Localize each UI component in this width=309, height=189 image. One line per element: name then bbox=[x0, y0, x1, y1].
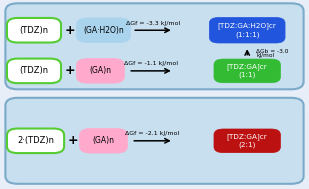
Text: +: + bbox=[64, 64, 75, 77]
Text: +: + bbox=[67, 134, 78, 147]
Text: ΔGb = -3.0: ΔGb = -3.0 bbox=[256, 50, 289, 54]
FancyBboxPatch shape bbox=[77, 59, 124, 83]
FancyBboxPatch shape bbox=[6, 3, 303, 89]
Text: ΔGf = -2.1 kJ/mol: ΔGf = -2.1 kJ/mol bbox=[125, 131, 180, 136]
Text: ΔGf = -3.3 kJ/mol: ΔGf = -3.3 kJ/mol bbox=[126, 21, 180, 26]
Text: [TDZ:GA]cr: [TDZ:GA]cr bbox=[227, 63, 268, 70]
Text: 2·(TDZ)n: 2·(TDZ)n bbox=[17, 136, 54, 145]
FancyBboxPatch shape bbox=[77, 18, 131, 43]
Text: (1:1:1): (1:1:1) bbox=[235, 32, 260, 38]
FancyBboxPatch shape bbox=[7, 59, 61, 83]
Text: [TDZ:GA]cr: [TDZ:GA]cr bbox=[227, 133, 268, 140]
Text: [TDZ:GA:H2O]cr: [TDZ:GA:H2O]cr bbox=[218, 22, 277, 29]
FancyBboxPatch shape bbox=[214, 59, 281, 83]
Text: (1:1): (1:1) bbox=[239, 72, 256, 78]
Text: (GA)n: (GA)n bbox=[92, 136, 115, 145]
Text: ΔGf = -1.1 kJ/mol: ΔGf = -1.1 kJ/mol bbox=[124, 61, 178, 66]
Text: (TDZ)n: (TDZ)n bbox=[19, 66, 49, 75]
FancyBboxPatch shape bbox=[7, 18, 61, 43]
Text: (TDZ)n: (TDZ)n bbox=[19, 26, 49, 35]
Text: kJ/mol: kJ/mol bbox=[256, 53, 275, 58]
Text: (GA·H2O)n: (GA·H2O)n bbox=[83, 26, 124, 35]
FancyBboxPatch shape bbox=[80, 129, 127, 153]
FancyBboxPatch shape bbox=[6, 98, 303, 184]
Text: (GA)n: (GA)n bbox=[89, 66, 112, 75]
Text: +: + bbox=[64, 24, 75, 37]
FancyBboxPatch shape bbox=[214, 129, 281, 153]
FancyBboxPatch shape bbox=[7, 129, 64, 153]
Text: (2:1): (2:1) bbox=[239, 142, 256, 148]
FancyBboxPatch shape bbox=[210, 18, 285, 43]
